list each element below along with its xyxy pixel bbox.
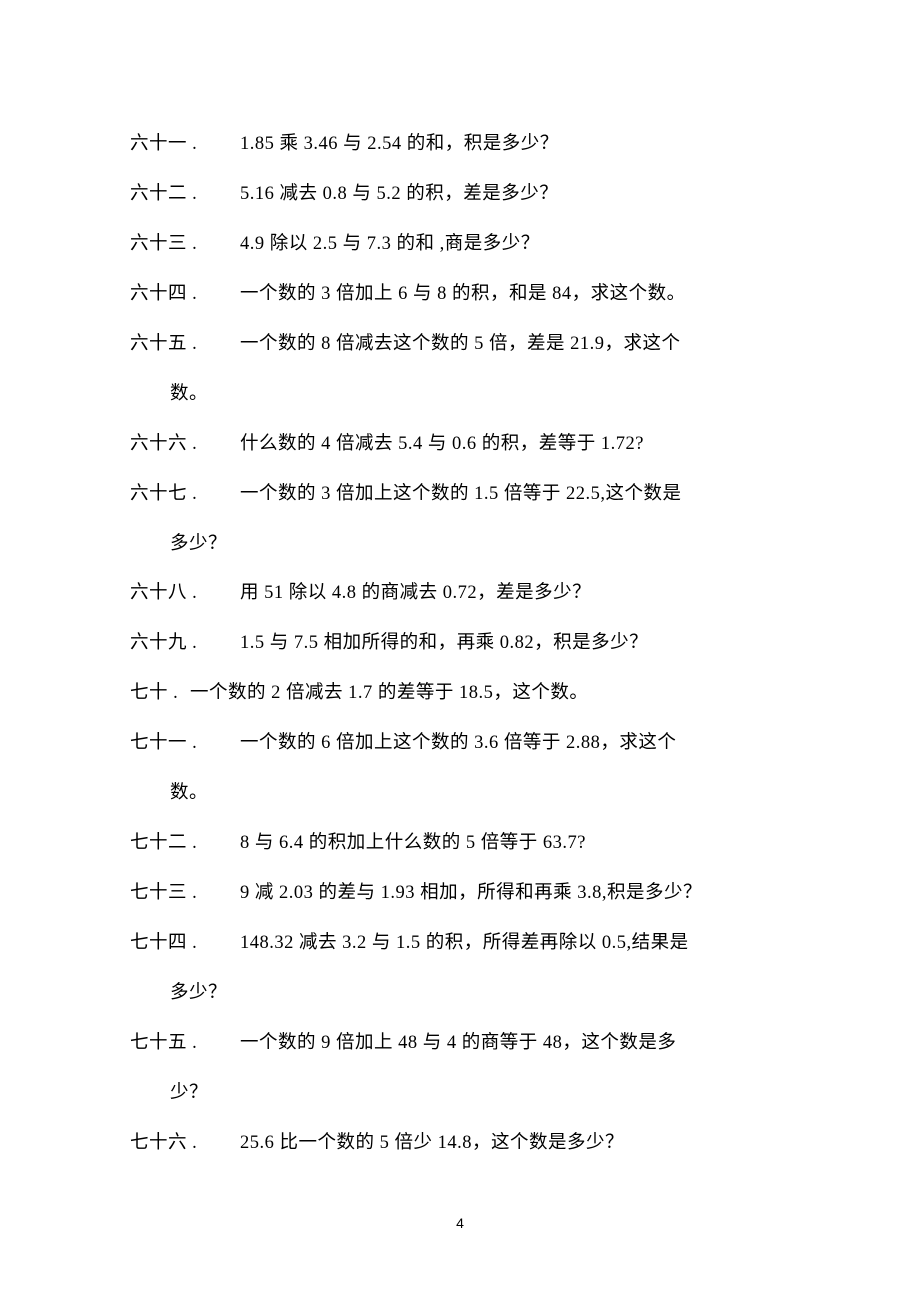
question-text: 一个数的 3 倍加上这个数的 1.5 倍等于 22.5,这个数是	[240, 470, 682, 520]
question-text: 1.5 与 7.5 相加所得的和，再乘 0.82，积是多少？	[240, 619, 648, 669]
question-row: 六十九 . 1.5 与 7.5 相加所得的和，再乘 0.82，积是多少？	[130, 619, 790, 669]
question-item: 七十二 .8 与 6.4 的积加上什么数的 5 倍等于 63.7?	[130, 819, 790, 869]
question-item: 六十六 .什么数的 4 倍减去 5.4 与 0.6 的积，差等于 1.72?	[130, 420, 790, 470]
question-text: 5.16 减去 0.8 与 5.2 的积，差是多少？	[240, 170, 558, 220]
question-text: 4.9 除以 2.5 与 7.3 的和 ,商是多少？	[240, 220, 540, 270]
question-number: 六十二 .	[130, 170, 240, 220]
question-continuation: 数。	[130, 769, 790, 819]
question-row: 七十四 .148.32 减去 3.2 与 1.5 的积，所得差再除以 0.5,结…	[130, 919, 790, 969]
question-number: 六十八 .	[130, 569, 240, 619]
question-item: 七十六 .25.6 比一个数的 5 倍少 14.8，这个数是多少？	[130, 1119, 790, 1169]
question-row: 六十二 .5.16 减去 0.8 与 5.2 的积，差是多少？	[130, 170, 790, 220]
question-text: 一个数的 6 倍加上这个数的 3.6 倍等于 2.88，求这个	[240, 719, 676, 769]
question-item: 六十四 .一个数的 3 倍加上 6 与 8 的积，和是 84，求这个数。	[130, 270, 790, 320]
question-item: 六十七 .一个数的 3 倍加上这个数的 1.5 倍等于 22.5,这个数是多少？	[130, 470, 790, 570]
question-number: 七十六 .	[130, 1119, 240, 1169]
question-row: 七十二 .8 与 6.4 的积加上什么数的 5 倍等于 63.7?	[130, 819, 790, 869]
question-continuation: 数。	[130, 370, 790, 420]
question-row: 六十四 .一个数的 3 倍加上 6 与 8 的积，和是 84，求这个数。	[130, 270, 790, 320]
question-row: 六十五 .一个数的 8 倍减去这个数的 5 倍，差是 21.9，求这个	[130, 320, 790, 370]
question-text: 1.85 乘 3.46 与 2.54 的和，积是多少？	[240, 120, 559, 170]
question-text: 一个数的 3 倍加上 6 与 8 的积，和是 84，求这个数。	[240, 270, 686, 320]
question-item: 六十一 .1.85 乘 3.46 与 2.54 的和，积是多少？	[130, 120, 790, 170]
question-number: 七十 .	[130, 669, 190, 719]
question-list: 六十一 .1.85 乘 3.46 与 2.54 的和，积是多少？六十二 .5.1…	[130, 120, 790, 1169]
question-row: 七十 .一个数的 2 倍减去 1.7 的差等于 18.5，这个数。	[130, 669, 790, 719]
question-row: 七十一 .一个数的 6 倍加上这个数的 3.6 倍等于 2.88，求这个	[130, 719, 790, 769]
question-text: 25.6 比一个数的 5 倍少 14.8，这个数是多少？	[240, 1119, 624, 1169]
question-item: 六十二 .5.16 减去 0.8 与 5.2 的积，差是多少？	[130, 170, 790, 220]
question-item: 七十五 .一个数的 9 倍加上 48 与 4 的商等于 48，这个数是多少？	[130, 1019, 790, 1119]
question-row: 六十七 .一个数的 3 倍加上这个数的 1.5 倍等于 22.5,这个数是	[130, 470, 790, 520]
question-number: 六十三 .	[130, 220, 240, 270]
question-text: 用 51 除以 4.8 的商减去 0.72，差是多少？	[240, 569, 591, 619]
question-text: 9 减 2.03 的差与 1.93 相加，所得和再乘 3.8,积是多少？	[240, 869, 702, 919]
question-number: 七十三 .	[130, 869, 240, 919]
question-row: 六十六 .什么数的 4 倍减去 5.4 与 0.6 的积，差等于 1.72?	[130, 420, 790, 470]
question-number: 七十五 .	[130, 1019, 240, 1069]
question-item: 六十五 .一个数的 8 倍减去这个数的 5 倍，差是 21.9，求这个数。	[130, 320, 790, 420]
question-row: 七十五 .一个数的 9 倍加上 48 与 4 的商等于 48，这个数是多	[130, 1019, 790, 1069]
question-row: 六十三 .4.9 除以 2.5 与 7.3 的和 ,商是多少？	[130, 220, 790, 270]
question-item: 七十四 .148.32 减去 3.2 与 1.5 的积，所得差再除以 0.5,结…	[130, 919, 790, 1019]
question-item: 六十八 .用 51 除以 4.8 的商减去 0.72，差是多少？	[130, 569, 790, 619]
question-row: 六十一 .1.85 乘 3.46 与 2.54 的和，积是多少？	[130, 120, 790, 170]
question-row: 六十八 .用 51 除以 4.8 的商减去 0.72，差是多少？	[130, 569, 790, 619]
question-row: 七十六 .25.6 比一个数的 5 倍少 14.8，这个数是多少？	[130, 1119, 790, 1169]
question-text: 148.32 减去 3.2 与 1.5 的积，所得差再除以 0.5,结果是	[240, 919, 689, 969]
page-number: 4	[0, 1215, 920, 1231]
question-row: 七十三 .9 减 2.03 的差与 1.93 相加，所得和再乘 3.8,积是多少…	[130, 869, 790, 919]
question-item: 六十三 .4.9 除以 2.5 与 7.3 的和 ,商是多少？	[130, 220, 790, 270]
question-number: 六十一 .	[130, 120, 240, 170]
question-text: 8 与 6.4 的积加上什么数的 5 倍等于 63.7?	[240, 819, 586, 869]
question-text: 一个数的 9 倍加上 48 与 4 的商等于 48，这个数是多	[240, 1019, 676, 1069]
document-page: 六十一 .1.85 乘 3.46 与 2.54 的和，积是多少？六十二 .5.1…	[0, 0, 920, 1229]
question-item: 六十九 . 1.5 与 7.5 相加所得的和，再乘 0.82，积是多少？	[130, 619, 790, 669]
question-continuation: 少？	[130, 1069, 790, 1119]
question-number: 六十六 .	[130, 420, 240, 470]
question-text: 一个数的 8 倍减去这个数的 5 倍，差是 21.9，求这个	[240, 320, 681, 370]
question-number: 六十五 .	[130, 320, 240, 370]
question-number: 七十二 .	[130, 819, 240, 869]
question-number: 七十一 .	[130, 719, 240, 769]
question-item: 七十三 .9 减 2.03 的差与 1.93 相加，所得和再乘 3.8,积是多少…	[130, 869, 790, 919]
question-text: 什么数的 4 倍减去 5.4 与 0.6 的积，差等于 1.72?	[240, 420, 644, 470]
question-continuation: 多少？	[130, 969, 790, 1019]
question-number: 六十九 .	[130, 619, 240, 669]
question-continuation: 多少？	[130, 520, 790, 570]
question-text: 一个数的 2 倍减去 1.7 的差等于 18.5，这个数。	[190, 669, 588, 719]
question-number: 七十四 .	[130, 919, 240, 969]
question-item: 七十 .一个数的 2 倍减去 1.7 的差等于 18.5，这个数。	[130, 669, 790, 719]
question-number: 六十四 .	[130, 270, 240, 320]
question-item: 七十一 .一个数的 6 倍加上这个数的 3.6 倍等于 2.88，求这个数。	[130, 719, 790, 819]
question-number: 六十七 .	[130, 470, 240, 520]
